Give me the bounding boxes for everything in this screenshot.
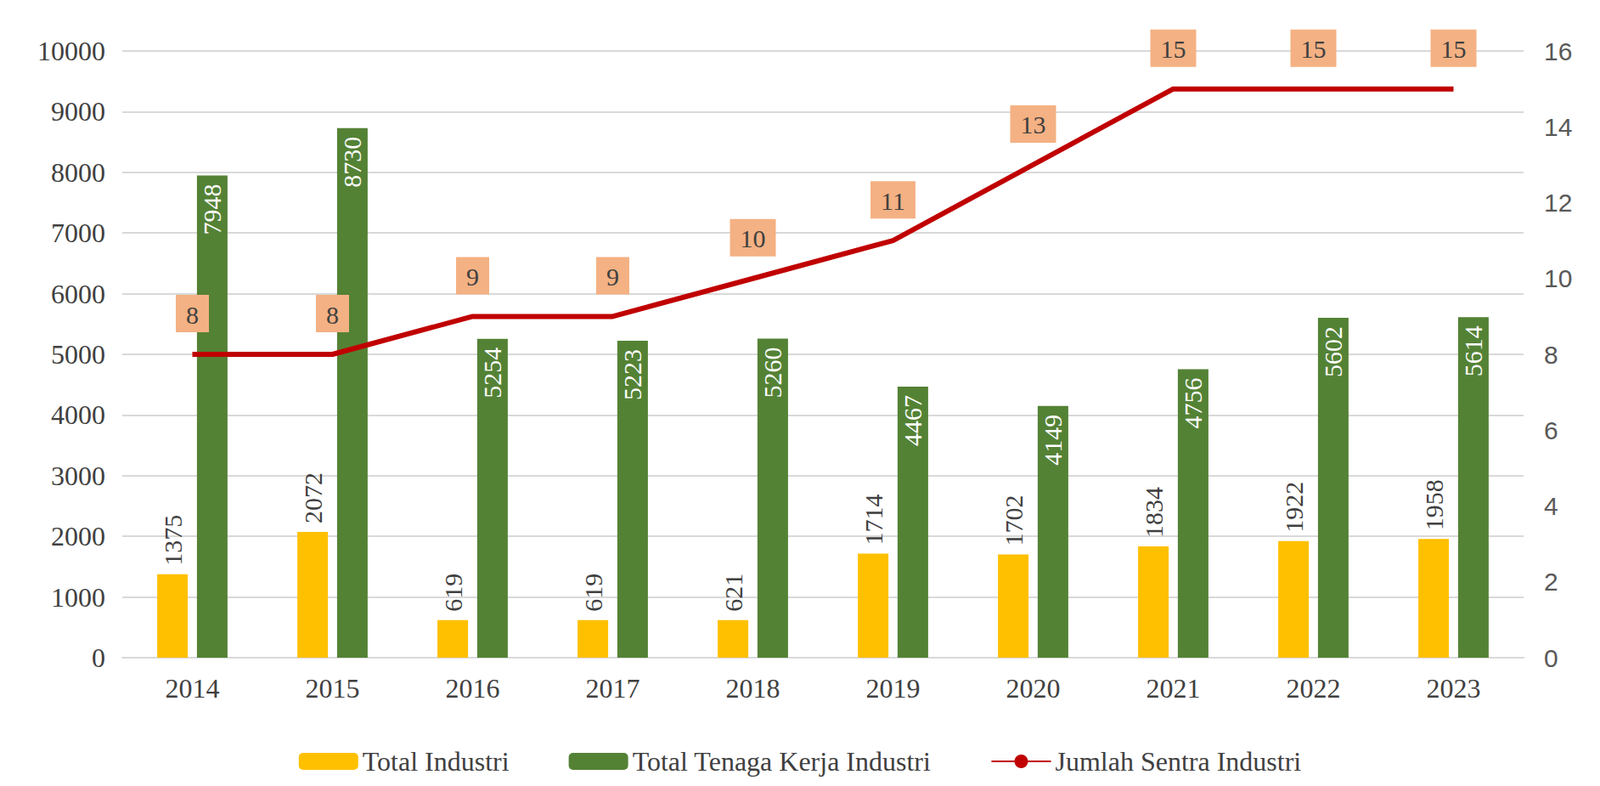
- svg-text:9000: 9000: [50, 95, 106, 127]
- svg-text:4756: 4756: [1178, 377, 1207, 429]
- svg-text:4149: 4149: [1038, 414, 1067, 466]
- svg-text:4000: 4000: [50, 399, 106, 430]
- svg-text:2000: 2000: [50, 520, 106, 552]
- svg-text:2020: 2020: [1006, 672, 1061, 704]
- svg-text:2017: 2017: [585, 672, 641, 704]
- svg-text:619: 619: [439, 573, 468, 612]
- svg-text:0: 0: [1543, 643, 1559, 672]
- svg-text:9: 9: [606, 262, 620, 291]
- svg-text:13: 13: [1020, 110, 1047, 139]
- svg-text:8: 8: [1543, 340, 1559, 369]
- svg-text:2021: 2021: [1146, 672, 1201, 704]
- svg-text:Total Industri: Total Industri: [362, 745, 510, 777]
- svg-text:10: 10: [1543, 264, 1572, 293]
- svg-text:619: 619: [579, 573, 608, 612]
- svg-text:15: 15: [1160, 34, 1187, 63]
- svg-text:6000: 6000: [50, 278, 106, 310]
- svg-text:1922: 1922: [1279, 481, 1308, 533]
- svg-text:6: 6: [1543, 416, 1559, 445]
- svg-text:8: 8: [185, 300, 199, 329]
- svg-text:2022: 2022: [1286, 672, 1341, 704]
- svg-text:5223: 5223: [618, 349, 647, 400]
- svg-text:2019: 2019: [866, 672, 921, 704]
- svg-text:5602: 5602: [1318, 326, 1347, 378]
- svg-text:5260: 5260: [758, 346, 787, 398]
- svg-text:1702: 1702: [999, 494, 1028, 546]
- svg-text:8730: 8730: [338, 136, 367, 188]
- svg-text:0: 0: [91, 642, 106, 673]
- svg-text:Jumlah Sentra Industri: Jumlah Sentra Industri: [1054, 745, 1302, 777]
- svg-text:4467: 4467: [898, 394, 927, 446]
- svg-text:15: 15: [1301, 34, 1327, 63]
- svg-text:4: 4: [1543, 491, 1559, 520]
- svg-text:16: 16: [1543, 37, 1572, 66]
- svg-text:12: 12: [1543, 188, 1572, 217]
- svg-text:2072: 2072: [298, 472, 327, 524]
- svg-text:5000: 5000: [50, 338, 106, 370]
- svg-text:15: 15: [1441, 34, 1467, 63]
- svg-text:5254: 5254: [478, 347, 507, 399]
- svg-text:2015: 2015: [305, 672, 361, 704]
- svg-text:10: 10: [740, 224, 767, 253]
- svg-text:7000: 7000: [50, 217, 106, 248]
- svg-text:9: 9: [466, 262, 479, 291]
- svg-text:1375: 1375: [158, 514, 187, 566]
- svg-text:10000: 10000: [37, 35, 106, 67]
- svg-text:1714: 1714: [859, 494, 888, 546]
- svg-text:1958: 1958: [1419, 478, 1448, 530]
- svg-text:2023: 2023: [1426, 672, 1482, 704]
- svg-text:Total Tenaga Kerja Industri: Total Tenaga Kerja Industri: [632, 745, 931, 777]
- svg-text:1000: 1000: [50, 581, 106, 613]
- svg-text:2014: 2014: [165, 672, 220, 704]
- svg-text:621: 621: [719, 573, 748, 612]
- svg-text:8: 8: [326, 300, 339, 329]
- svg-text:3000: 3000: [50, 460, 106, 491]
- svg-text:7948: 7948: [197, 184, 226, 236]
- svg-text:2018: 2018: [726, 672, 781, 704]
- svg-text:11: 11: [880, 186, 906, 215]
- svg-text:8000: 8000: [50, 157, 106, 188]
- svg-text:2016: 2016: [445, 672, 501, 704]
- svg-text:14: 14: [1543, 112, 1572, 141]
- svg-text:5614: 5614: [1459, 325, 1488, 377]
- svg-text:2: 2: [1543, 567, 1559, 596]
- svg-text:1834: 1834: [1139, 486, 1168, 538]
